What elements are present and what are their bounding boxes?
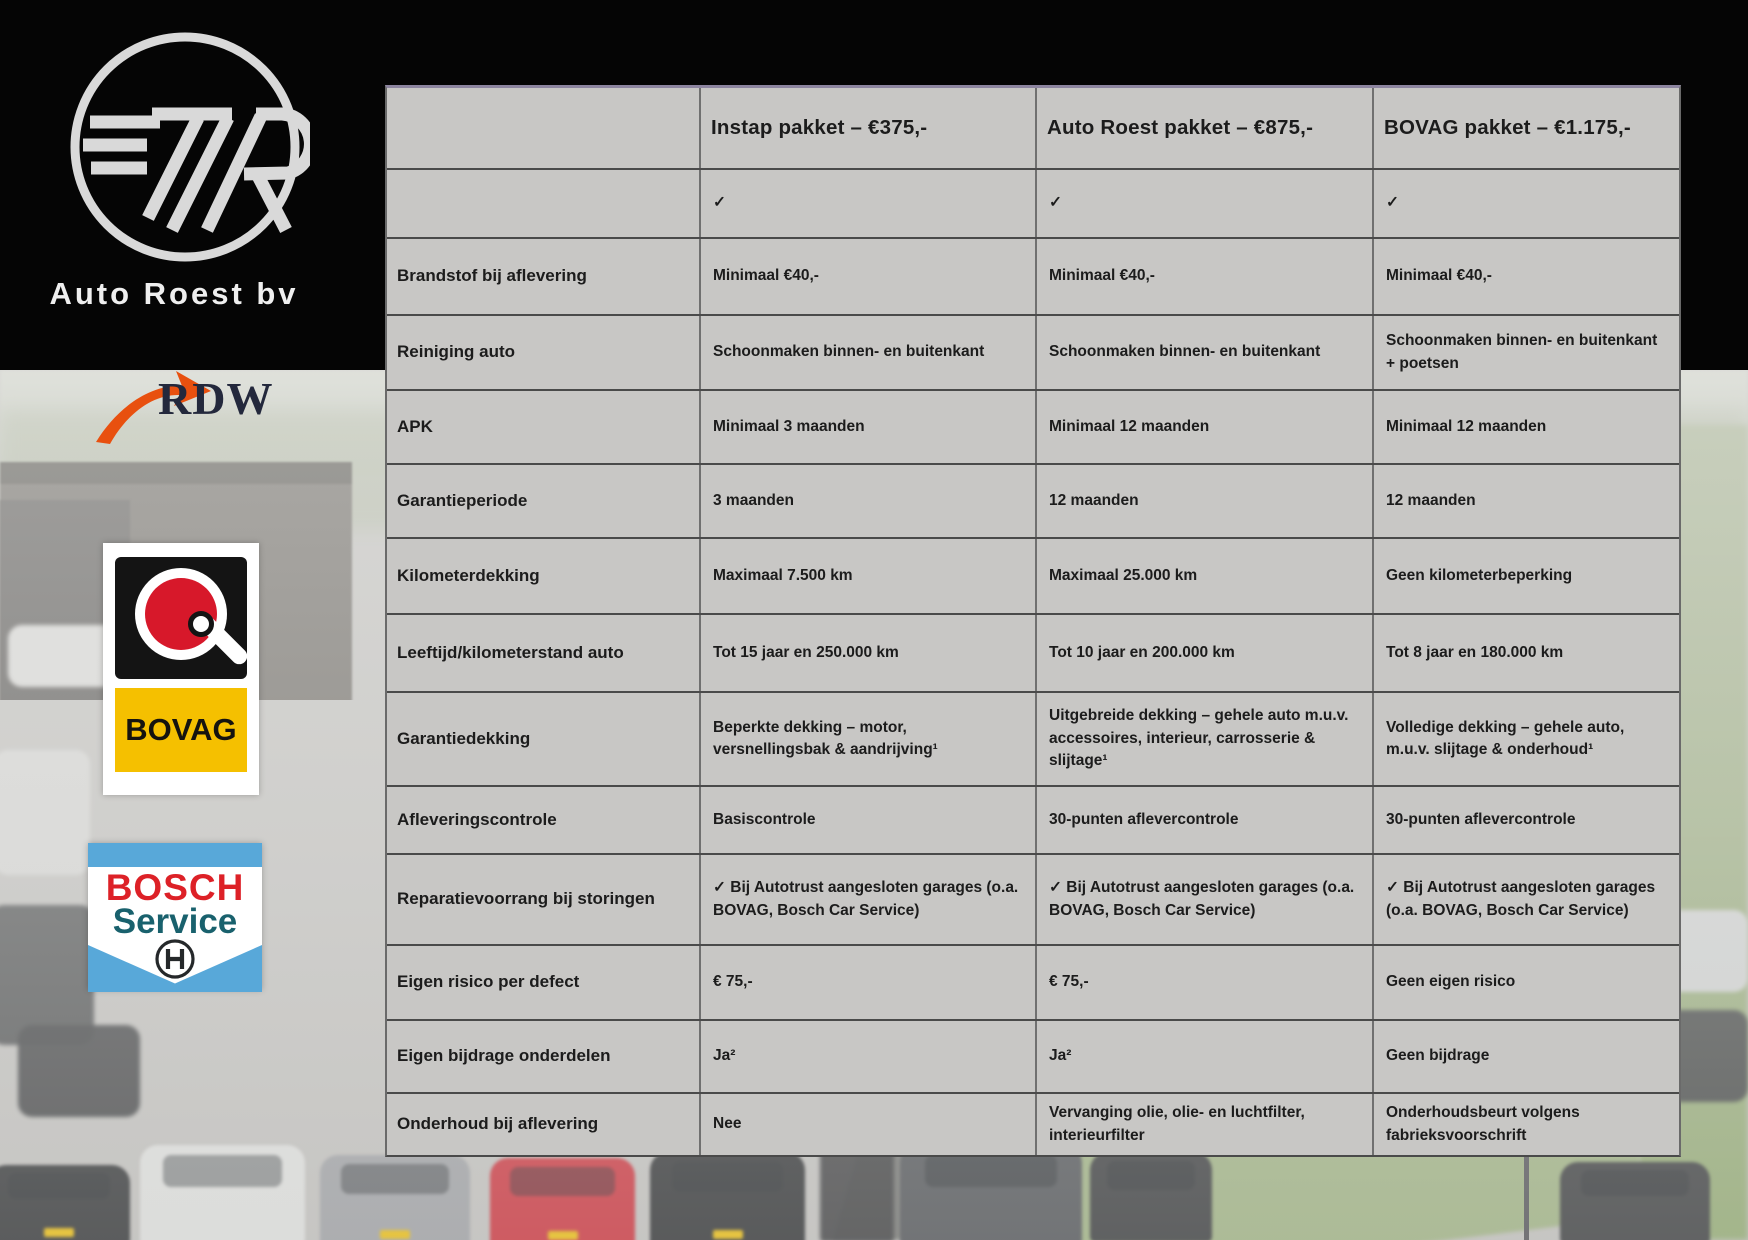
- row-label: Brandstof bij aflevering: [397, 266, 587, 286]
- table-cell: Schoonmaken binnen- en buitenkant: [699, 316, 1035, 389]
- package-comparison-table: Instap pakket – €375,- Auto Roest pakket…: [385, 85, 1681, 1157]
- table-row: Leeftijd/kilometerstand auto Tot 15 jaar …: [387, 613, 1679, 691]
- row-label: APK: [397, 416, 433, 436]
- table-cell: Vervanging olie, olie- en luchtfilter, i…: [1035, 1094, 1372, 1155]
- table-row: Reiniging auto Schoonmaken binnen- en bui…: [387, 314, 1679, 389]
- rdw-swoosh-icon: [96, 371, 211, 444]
- table-row: Brandstof bij aflevering Minimaal €40,- Mi…: [387, 237, 1679, 314]
- table-cell: Geen kilometerbeperking: [1372, 539, 1679, 613]
- bosch-wordmark-area: BOSCH Service: [88, 867, 262, 945]
- row-label: Afleveringscontrole: [397, 809, 557, 829]
- row-label: Garantieperiode: [397, 490, 528, 510]
- row-label: Reparatievoorrang bij storingen: [397, 889, 655, 909]
- table-cell: Minimaal 3 maanden: [699, 391, 1035, 463]
- table-cell: Minimaal €40,-: [1372, 239, 1679, 314]
- table-cell: ✓ Bij Autotrust aangesloten garages (o.a…: [1035, 855, 1372, 944]
- table-row: Eigen risico per defect € 75,- € 75,- Geen …: [387, 944, 1679, 1019]
- table-cell: ✓ Bij Autotrust aangesloten garages (o.a…: [699, 855, 1035, 944]
- table-cell: Minimaal 12 maanden: [1372, 391, 1679, 463]
- table-cell: 30-punten aflevercontrole: [1372, 787, 1679, 853]
- table-cell: Basiscontrole: [699, 787, 1035, 853]
- table-row: Afleveringscontrole Basiscontrole 30-punte…: [387, 785, 1679, 853]
- header-instap-pakket: Instap pakket – €375,-: [699, 88, 1035, 168]
- table-cell: Nee: [699, 1094, 1035, 1155]
- rdw-wordmark: RDW: [158, 373, 274, 424]
- table-cell: 12 maanden: [1035, 465, 1372, 537]
- table-row: Reparatievoorrang bij storingen ✓ Bij Aut…: [387, 853, 1679, 944]
- brand-name: Auto Roest bv: [49, 276, 299, 311]
- row-label: Reiniging auto: [397, 342, 516, 362]
- auto-roest-logo-icon: [60, 22, 317, 277]
- table-cell: Volledige dekking – gehele auto, m.u.v. …: [1372, 693, 1679, 785]
- table-cell: Ja²: [699, 1021, 1035, 1092]
- table-cell: ✓ Bij Autotrust aangesloten garages (o.a…: [1372, 855, 1679, 944]
- row-label: Eigen risico per defect: [397, 972, 580, 992]
- table-cell: Onderhoudsbeurt volgens fabrieksvoorschr…: [1372, 1094, 1679, 1155]
- table-cell: ✓: [1372, 170, 1679, 237]
- table-cell: Geen eigen risico: [1372, 946, 1679, 1019]
- table-cell: ✓: [699, 170, 1035, 237]
- bovag-wordmark: BOVAG: [125, 712, 237, 747]
- table-row: Garantiedekking Beperkte dekking – motor,…: [387, 691, 1679, 785]
- table-cell: ✓: [1035, 170, 1372, 237]
- row-label: Kilometerdekking: [397, 565, 540, 585]
- table-row: Onderhoud bij aflevering Nee Vervanging ol…: [387, 1092, 1679, 1155]
- row-label: Garantiedekking: [397, 728, 531, 748]
- header-auto-roest-pakket: Auto Roest pakket – €875,-: [1035, 88, 1372, 168]
- rdw-logo: RDW: [92, 360, 304, 452]
- bovag-wordmark-band: BOVAG: [115, 688, 247, 772]
- table-cell: Minimaal €40,-: [699, 239, 1035, 314]
- table-cell: 12 maanden: [1372, 465, 1679, 537]
- row-label: Onderhoud bij aflevering: [397, 1114, 599, 1134]
- table-cell: Tot 10 jaar en 200.000 km: [1035, 615, 1372, 691]
- table-cell: Tot 15 jaar en 250.000 km: [699, 615, 1035, 691]
- table-cell: Minimaal €40,-: [1035, 239, 1372, 314]
- table-cell: Maximaal 25.000 km: [1035, 539, 1372, 613]
- table-cell: Maximaal 7.500 km: [699, 539, 1035, 613]
- table-cell: Minimaal 12 maanden: [1035, 391, 1372, 463]
- row-label: Leeftijd/kilometerstand auto: [397, 642, 624, 662]
- table-header-row: Instap pakket – €375,- Auto Roest pakket…: [387, 88, 1679, 168]
- bosch-armature-icon: [155, 939, 195, 979]
- bosch-service-wordmark: Service: [112, 902, 238, 941]
- header-bovag-pakket: BOVAG pakket – €1.175,-: [1372, 88, 1679, 168]
- table-row: Garantieperiode 3 maanden 12 maanden 12 maa…: [387, 463, 1679, 537]
- table-row: Kilometerdekking Maximaal 7.500 km Maximaa…: [387, 537, 1679, 613]
- table-cell: 30-punten aflevercontrole: [1035, 787, 1372, 853]
- bovag-emblem-icon: [115, 557, 251, 679]
- table-cell: Ja²: [1035, 1021, 1372, 1092]
- table-cell: € 75,-: [1035, 946, 1372, 1019]
- table-cell: Tot 8 jaar en 180.000 km: [1372, 615, 1679, 691]
- brand-panel: Auto Roest bv: [0, 0, 348, 370]
- table-cell: Uitgebreide dekking – gehele auto m.u.v.…: [1035, 693, 1372, 785]
- header-empty-cell: [387, 88, 699, 168]
- table-row: APK Minimaal 3 maanden Minimaal 12 maanden…: [387, 389, 1679, 463]
- table-cell: 3 maanden: [699, 465, 1035, 537]
- table-row: Eigen bijdrage onderdelen Ja² Ja² Geen bijd…: [387, 1019, 1679, 1092]
- bosch-top-band: [88, 843, 262, 867]
- table-cell: € 75,-: [699, 946, 1035, 1019]
- table-row: ✓ ✓ ✓: [387, 168, 1679, 237]
- table-cell: Schoonmaken binnen- en buitenkant + poet…: [1372, 316, 1679, 389]
- row-label: Eigen bijdrage onderdelen: [397, 1046, 611, 1066]
- bosch-bottom-band: [88, 939, 262, 992]
- table-cell: Schoonmaken binnen- en buitenkant: [1035, 316, 1372, 389]
- table-cell: Beperkte dekking – motor, versnellingsba…: [699, 693, 1035, 785]
- row-label: [387, 170, 699, 237]
- bosch-wordmark: BOSCH: [105, 867, 245, 908]
- bosch-service-logo: BOSCH Service: [88, 843, 262, 992]
- bovag-logo: BOVAG: [103, 543, 259, 795]
- table-cell: Geen bijdrage: [1372, 1021, 1679, 1092]
